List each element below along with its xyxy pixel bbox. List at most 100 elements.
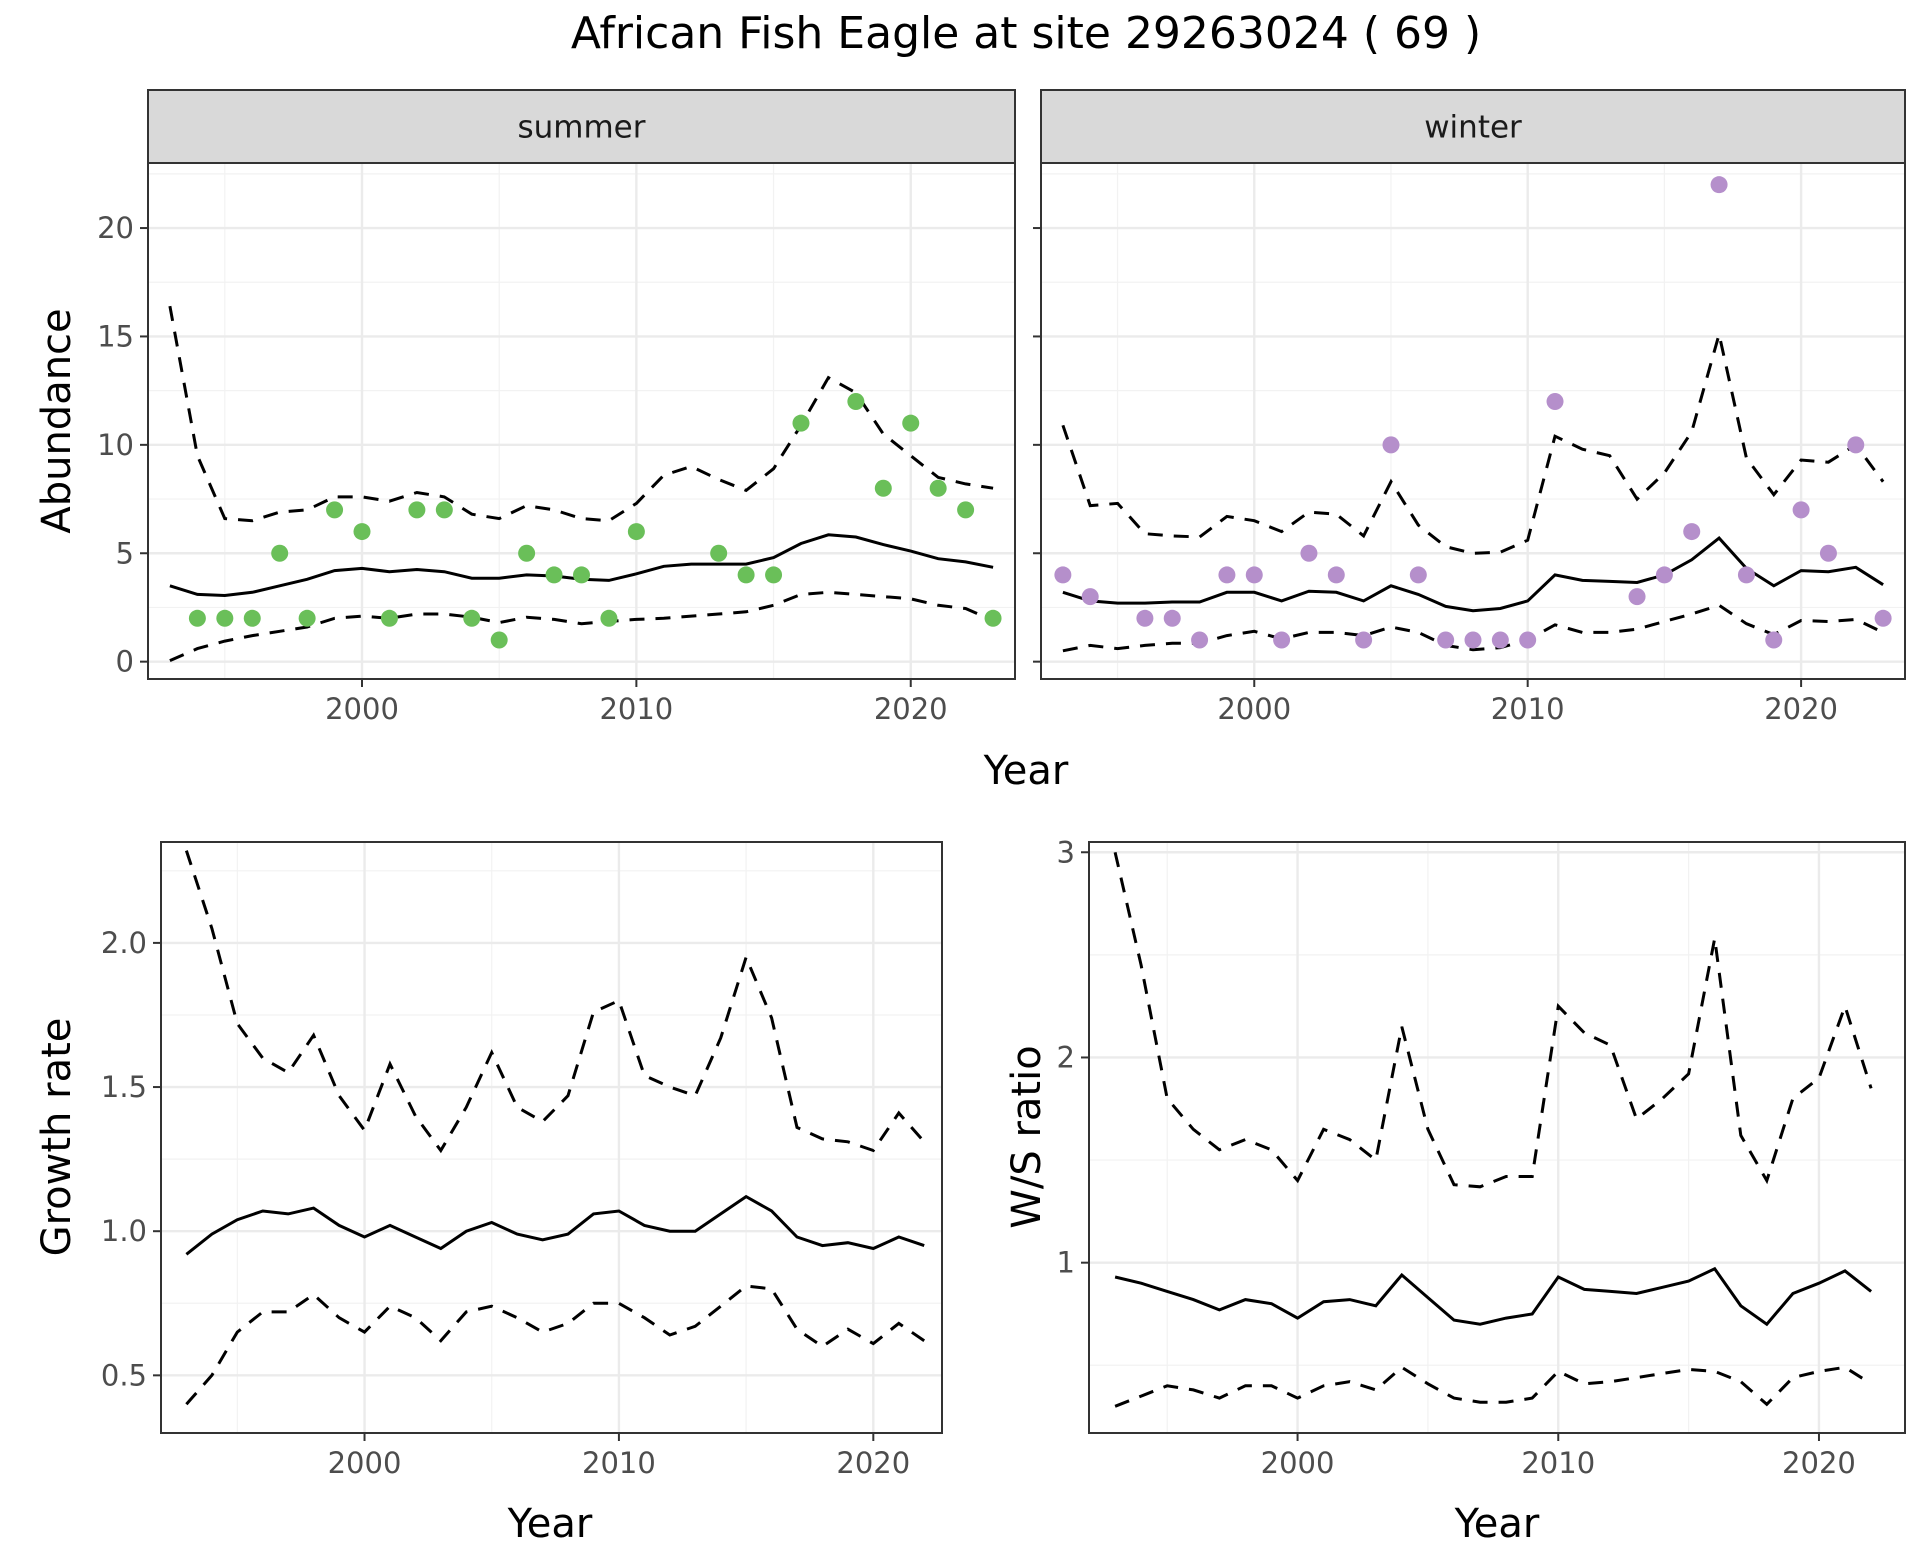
y-tick-label: 5 xyxy=(116,536,134,570)
data-point xyxy=(298,609,316,627)
data-point xyxy=(1218,566,1236,584)
data-point xyxy=(216,609,234,627)
panel-background xyxy=(161,842,942,1433)
y-tick-label: 15 xyxy=(97,319,134,353)
panel-border xyxy=(1088,841,1906,1434)
data-point xyxy=(1628,588,1646,606)
panel-background xyxy=(1041,163,1905,679)
data-point xyxy=(1655,566,1673,584)
y-tick-label: 10 xyxy=(97,428,134,462)
data-point xyxy=(1519,631,1537,649)
data-point xyxy=(1847,436,1865,454)
data-point xyxy=(271,544,289,562)
y-tick-label: 3 xyxy=(1057,835,1075,869)
x-axis-title: Year xyxy=(1454,1501,1540,1547)
interval-line-ws-1 xyxy=(1113,851,1873,1189)
data-point xyxy=(1409,566,1427,584)
data-point xyxy=(1819,544,1837,562)
y-tick-label: 2 xyxy=(1057,1040,1075,1074)
data-point xyxy=(792,414,810,432)
data-point xyxy=(463,609,481,627)
data-point xyxy=(1792,501,1810,519)
panel-background xyxy=(1089,842,1905,1433)
data-point xyxy=(600,609,618,627)
facet-strip xyxy=(147,89,1016,164)
panel-summer: summer 2000 2010 2020 0 5 10 15 20 Abundance xyxy=(34,89,1016,726)
data-point xyxy=(874,479,892,497)
data-point xyxy=(1437,631,1455,649)
data-point xyxy=(1710,176,1728,194)
data-point xyxy=(545,566,563,584)
x-tick-label: 2000 xyxy=(325,692,399,726)
chart-title: African Fish Eagle at site 29263024 ( 69… xyxy=(571,8,1481,59)
y-tick-label: 0 xyxy=(116,645,134,679)
data-point xyxy=(765,566,783,584)
data-point xyxy=(573,566,590,584)
data-point xyxy=(627,523,645,541)
y-tick-label: 1.0 xyxy=(101,1214,147,1248)
y-tick-label: 2.0 xyxy=(101,926,147,960)
panels: summer 2000 2010 2020 0 5 10 15 20 Abundance winte… xyxy=(34,89,1906,1547)
data-point xyxy=(902,414,920,432)
data-point xyxy=(408,501,426,519)
x-tick-label: 2000 xyxy=(1217,692,1291,726)
data-point xyxy=(1464,631,1482,649)
data-point xyxy=(1355,631,1373,649)
estimate-line-ws-0 xyxy=(1114,1266,1873,1327)
x-tick-label: 2010 xyxy=(1491,692,1565,726)
data-point xyxy=(737,566,755,584)
data-point xyxy=(243,609,261,627)
data-point xyxy=(929,479,947,497)
data-point xyxy=(1737,566,1755,584)
data-point xyxy=(1081,588,1099,606)
data-point xyxy=(1300,544,1318,562)
data-point xyxy=(1136,609,1154,627)
facet-strip-label: winter xyxy=(1424,110,1522,146)
data-point xyxy=(1163,609,1181,627)
data-point xyxy=(1327,566,1345,584)
y-tick-label: 1 xyxy=(1057,1246,1075,1280)
x-tick-label: 2010 xyxy=(599,692,673,726)
data-point xyxy=(1245,566,1263,584)
data-point xyxy=(847,392,865,410)
x-axis-title-top-row: Year xyxy=(983,748,1069,794)
estimate-line-growth-0 xyxy=(185,1194,925,1256)
x-tick-label: 2010 xyxy=(582,1446,656,1480)
data-point xyxy=(1491,631,1509,649)
y-tick-label: 0.5 xyxy=(101,1358,147,1392)
data-point xyxy=(1683,523,1701,541)
data-point xyxy=(1054,566,1072,584)
x-tick-label: 2020 xyxy=(874,692,948,726)
data-point xyxy=(435,501,453,519)
interval-line-growth-1 xyxy=(184,850,926,1154)
data-point xyxy=(188,609,206,627)
data-point xyxy=(1382,436,1400,454)
x-tick-label: 2020 xyxy=(1782,1446,1856,1480)
x-tick-label: 2000 xyxy=(1261,1446,1335,1480)
y-axis-title: Abundance xyxy=(34,308,80,533)
panel-growth: 2000 2010 2020 0.5 1.0 1.5 2.0 Year Growth rate xyxy=(34,841,943,1547)
panel-winter: winter 2000 2010 2020 xyxy=(1033,89,1906,726)
data-point xyxy=(1191,631,1209,649)
facet-strip xyxy=(1040,89,1906,164)
data-point xyxy=(1273,631,1291,649)
data-point xyxy=(380,609,398,627)
interval-line-summer-2 xyxy=(169,590,994,662)
x-tick-label: 2020 xyxy=(836,1446,910,1480)
y-tick-label: 20 xyxy=(97,211,134,245)
data-point xyxy=(984,609,1002,627)
data-point xyxy=(353,523,371,541)
interval-line-growth-2 xyxy=(185,1284,926,1406)
data-point xyxy=(518,544,536,562)
data-point xyxy=(1546,392,1564,410)
interval-line-ws-2 xyxy=(1114,1365,1872,1408)
x-tick-label: 2000 xyxy=(328,1446,402,1480)
data-point xyxy=(490,631,508,649)
panel-ws: 2000 2010 2020 1 2 3 Year W/S ratio xyxy=(1004,835,1906,1547)
panel-border xyxy=(160,841,943,1434)
data-point xyxy=(326,501,344,519)
y-axis-title: Growth rate xyxy=(34,1018,80,1257)
y-axis-title: W/S ratio xyxy=(1004,1045,1050,1228)
data-point xyxy=(710,544,728,562)
